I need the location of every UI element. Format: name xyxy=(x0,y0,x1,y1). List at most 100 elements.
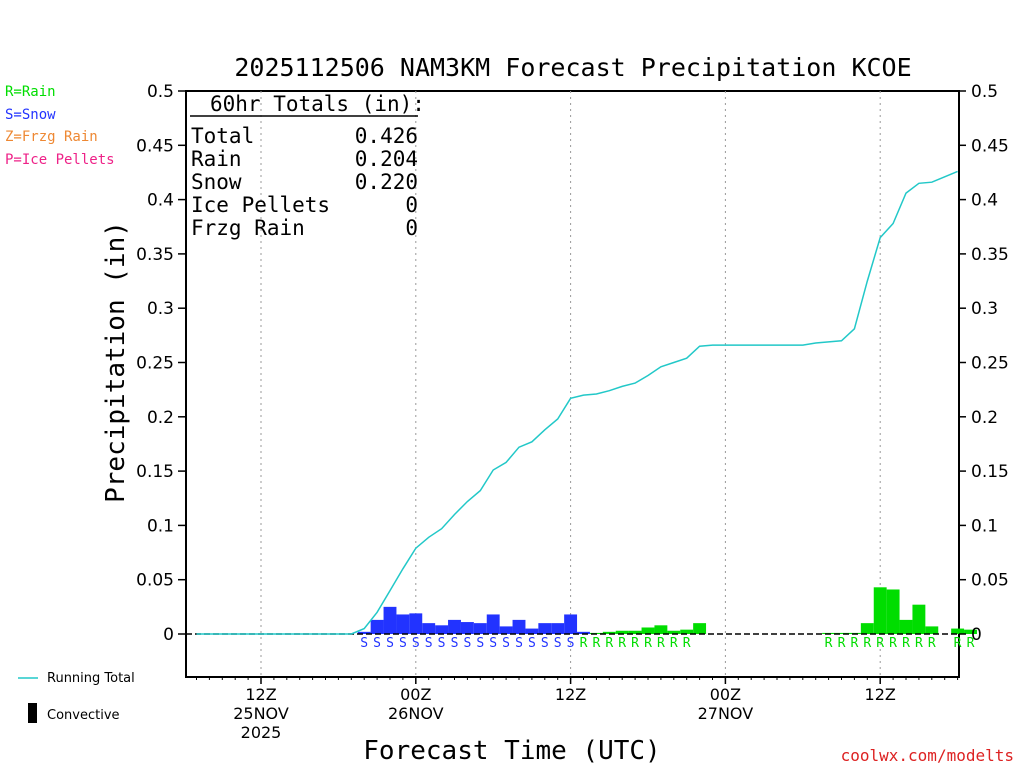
precip-bar xyxy=(680,629,694,634)
grid-lines xyxy=(260,91,881,677)
y-tick-label: 0.15 xyxy=(136,462,174,482)
chart-title: 2025112506 NAM3KM Forecast Precipitation… xyxy=(234,53,911,82)
precip-bar xyxy=(886,589,900,634)
precip-bar xyxy=(448,619,461,634)
x-tick-label: 12Z xyxy=(245,685,276,704)
legend-ice-pellets: P=Ice Pellets xyxy=(5,152,115,168)
y-tick-label-right: 0.4 xyxy=(971,191,998,211)
ptype-marker: S xyxy=(399,636,407,651)
precip-bar xyxy=(964,629,977,634)
ptype-marker: S xyxy=(541,636,549,651)
ptype-marker: R xyxy=(838,636,846,651)
precip-bar xyxy=(422,623,436,634)
precip-bar xyxy=(641,627,655,634)
ptype-marker: R xyxy=(850,636,858,651)
x-tick-label: 12Z xyxy=(555,685,586,704)
ptype-marker: R xyxy=(954,636,962,651)
y-tick-label: 0.3 xyxy=(147,299,174,319)
precip-bar xyxy=(486,614,500,634)
y-tick-label: 0.05 xyxy=(136,571,174,591)
precip-bar xyxy=(951,628,965,634)
ptype-marker: R xyxy=(657,636,665,651)
y-tick-label: 0.2 xyxy=(147,408,174,428)
precip-bar xyxy=(499,626,513,634)
precip-bar xyxy=(873,587,887,634)
precip-bar xyxy=(370,619,384,634)
y-tick-label: 0.25 xyxy=(136,354,174,374)
precip-bar xyxy=(396,614,410,634)
legend-rain: R=Rain xyxy=(5,84,56,100)
ptype-marker: S xyxy=(567,636,575,651)
precip-bar xyxy=(912,604,926,634)
y-tick-label: 0 xyxy=(163,625,174,645)
x-tick-label: 12Z xyxy=(865,685,896,704)
ptype-marker: R xyxy=(631,636,639,651)
ptype-marker: R xyxy=(592,636,600,651)
legend-running-total: Running Total xyxy=(47,671,135,686)
convective-swatch xyxy=(28,703,37,723)
ptype-marker: R xyxy=(644,636,652,651)
totals-header: 60hr Totals (in): xyxy=(210,92,425,116)
precip-bar xyxy=(693,623,707,634)
ptype-marker: S xyxy=(438,636,446,651)
x-tick-label: 00Z xyxy=(710,685,741,704)
y-tick-label: 0.35 xyxy=(136,245,174,265)
y-tick-label: 0.45 xyxy=(136,136,174,156)
precip-bar xyxy=(525,628,539,634)
ptype-marker: S xyxy=(373,636,381,651)
y-axis-label: Precipitation (in) xyxy=(101,221,131,503)
totals-row-label: Snow xyxy=(191,170,242,194)
y-tick-label-right: 0.25 xyxy=(971,354,1009,374)
y-tick-label: 0.4 xyxy=(147,191,174,211)
ptype-marker: R xyxy=(580,636,588,651)
legend-convective: Convective xyxy=(47,708,120,723)
ptype-marker: R xyxy=(618,636,626,651)
precip-bar xyxy=(860,623,874,634)
ptype-marker: S xyxy=(451,636,459,651)
totals-box: 60hr Totals (in): Total 0.426 Rain 0.204 Sno… xyxy=(190,92,425,240)
precip-bar xyxy=(383,606,397,634)
y-tick-label-right: 0.45 xyxy=(971,136,1009,156)
y-tick-label-right: 0 xyxy=(971,625,982,645)
precip-bars xyxy=(357,587,977,634)
legend-frzg-rain: Z=Frzg Rain xyxy=(5,129,98,145)
totals-row-label: Frzg Rain xyxy=(191,216,305,240)
precip-bar xyxy=(628,630,642,634)
totals-row-value: 0 xyxy=(405,216,418,240)
ptype-marker: S xyxy=(425,636,433,651)
precip-bar xyxy=(357,631,371,634)
x-tick-label: 00Z xyxy=(400,685,431,704)
x-tick-label: 25NOV xyxy=(233,704,289,723)
precip-bar xyxy=(538,623,552,634)
totals-row-value: 0 xyxy=(405,193,418,217)
totals-row-value: 0.204 xyxy=(355,147,418,171)
legend-snow: S=Snow xyxy=(5,107,56,123)
ptype-marker: R xyxy=(902,636,910,651)
totals-row-value: 0.220 xyxy=(355,170,418,194)
y-tick-label-right: 0.3 xyxy=(971,299,998,319)
precip-bar xyxy=(615,630,629,634)
ptype-marker: S xyxy=(554,636,562,651)
ptype-marker: R xyxy=(928,636,936,651)
running-total-line xyxy=(196,170,958,635)
y-tick-label-right: 0.1 xyxy=(971,516,998,536)
precip-bar xyxy=(409,613,423,634)
x-tick-label: 26NOV xyxy=(388,704,444,723)
ptype-marker: S xyxy=(463,636,471,651)
y-tick-label: 0.1 xyxy=(147,516,174,536)
ptype-marker: R xyxy=(605,636,613,651)
credit-text: coolwx.com/modelts xyxy=(841,746,1014,765)
precip-bar xyxy=(667,630,681,634)
totals-row-label: Rain xyxy=(191,147,242,171)
y-axis-left: 0 0.05 0.1 0.15 0.2 0.25 0.3 0.35 0.4 0.45 0.5 xyxy=(136,82,186,645)
x-axis-label: Forecast Time (UTC) xyxy=(363,736,660,766)
y-tick-label-right: 0.5 xyxy=(971,82,998,102)
ptype-marker: S xyxy=(489,636,497,651)
y-axis-right: 0 0.05 0.1 0.15 0.2 0.25 0.3 0.35 0.4 0.45 0.5 xyxy=(959,82,1009,645)
ptype-marker: S xyxy=(360,636,368,651)
totals-row-value: 0.426 xyxy=(355,124,418,148)
ptype-marker: R xyxy=(825,636,833,651)
